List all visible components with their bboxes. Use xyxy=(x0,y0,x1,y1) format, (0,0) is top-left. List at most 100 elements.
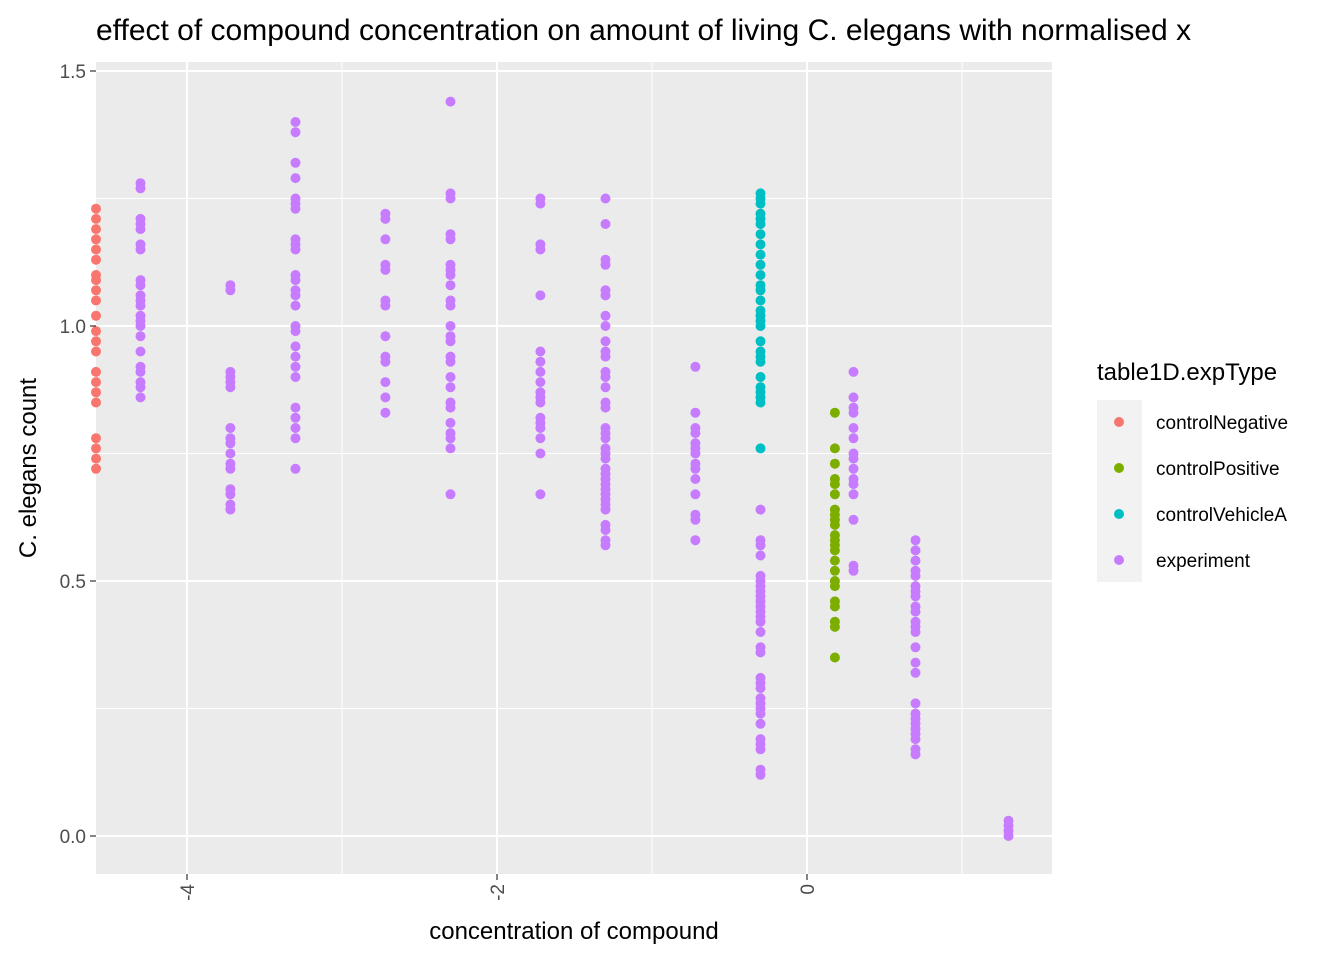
y-tick-label: 1.0 xyxy=(60,317,86,338)
data-point xyxy=(290,351,301,362)
data-point xyxy=(535,290,546,301)
data-point xyxy=(755,734,766,745)
data-point xyxy=(91,244,101,255)
data-point xyxy=(848,463,859,474)
data-point xyxy=(91,285,101,296)
data-point xyxy=(690,407,701,418)
data-point xyxy=(91,453,101,464)
data-point xyxy=(848,423,859,433)
data-point xyxy=(290,285,301,296)
data-point xyxy=(910,601,921,612)
data-point xyxy=(755,346,766,357)
data-point xyxy=(535,448,546,459)
data-point xyxy=(290,173,301,184)
data-point xyxy=(445,443,456,454)
data-point xyxy=(848,514,859,525)
data-point xyxy=(290,402,301,413)
data-point xyxy=(910,581,921,592)
data-point xyxy=(829,443,840,454)
data-point xyxy=(690,438,701,449)
data-point xyxy=(829,596,840,607)
data-point xyxy=(829,504,840,515)
data-point xyxy=(910,667,921,678)
data-point xyxy=(91,203,101,214)
data-point xyxy=(135,392,146,403)
data-point xyxy=(135,178,146,189)
data-point xyxy=(91,433,101,444)
data-point xyxy=(91,213,101,224)
data-point xyxy=(755,229,766,240)
data-point xyxy=(755,372,766,382)
data-point xyxy=(380,351,391,362)
data-point xyxy=(445,331,456,342)
data-point xyxy=(848,448,859,459)
data-point xyxy=(600,366,611,377)
data-point xyxy=(290,300,301,311)
data-point xyxy=(290,270,301,280)
data-point xyxy=(91,443,101,454)
data-point xyxy=(91,463,101,474)
data-point xyxy=(445,382,456,393)
data-point xyxy=(535,433,546,444)
data-point xyxy=(91,224,101,235)
data-point xyxy=(690,535,701,546)
data-point xyxy=(755,336,766,347)
data-point xyxy=(690,489,701,500)
data-point xyxy=(848,366,859,377)
data-point xyxy=(380,208,391,219)
data-point xyxy=(380,392,391,403)
data-point xyxy=(690,361,701,372)
data-point xyxy=(135,331,146,342)
data-point xyxy=(380,259,391,270)
data-point xyxy=(380,331,391,342)
data-point xyxy=(600,463,611,474)
data-point xyxy=(910,535,921,546)
legend-title: table1D.expType xyxy=(1097,359,1277,386)
y-axis-title: C. elegans count xyxy=(15,378,42,558)
data-point xyxy=(135,290,146,301)
x-axis-title: concentration of compound xyxy=(429,918,719,945)
legend-key-background xyxy=(1097,400,1142,582)
data-point xyxy=(829,652,840,663)
data-point xyxy=(600,382,611,393)
data-point xyxy=(535,193,546,204)
major-gridlines xyxy=(96,62,1052,874)
data-point xyxy=(829,576,840,586)
data-point xyxy=(91,336,101,347)
data-point xyxy=(600,397,611,408)
data-point xyxy=(290,127,301,138)
data-point xyxy=(445,351,456,362)
data-point xyxy=(445,417,456,428)
data-point xyxy=(600,193,611,204)
data-point xyxy=(755,627,766,637)
legend-key-controlPositive xyxy=(1114,463,1124,473)
data-point xyxy=(755,764,766,775)
data-point xyxy=(829,474,840,484)
data-point xyxy=(910,555,921,566)
y-tick-label: 1.5 xyxy=(60,62,86,83)
axes: -4 -2 0 0.0 0.5 1.0 1.5 xyxy=(60,62,819,901)
data-point xyxy=(445,188,456,199)
data-point xyxy=(600,443,611,454)
data-point xyxy=(135,346,146,357)
legend-items: controlNegative controlPositive controlVeh… xyxy=(1114,413,1288,572)
data-point xyxy=(600,346,611,357)
data-point xyxy=(600,423,611,433)
data-point xyxy=(290,423,301,433)
data-point xyxy=(829,565,840,576)
data-point xyxy=(1003,815,1014,826)
data-point xyxy=(135,361,146,372)
data-point xyxy=(910,708,921,719)
data-point xyxy=(290,463,301,474)
data-point xyxy=(600,254,611,265)
plot-panel xyxy=(96,62,1052,874)
data-point xyxy=(755,280,766,291)
x-tick-label: -4 xyxy=(178,884,199,901)
series-experiment xyxy=(135,96,1014,841)
data-point xyxy=(445,96,456,107)
data-point xyxy=(910,642,921,653)
data-point xyxy=(445,229,456,240)
data-point xyxy=(91,254,101,265)
legend-key-experiment xyxy=(1114,555,1124,565)
data-point xyxy=(755,239,766,250)
